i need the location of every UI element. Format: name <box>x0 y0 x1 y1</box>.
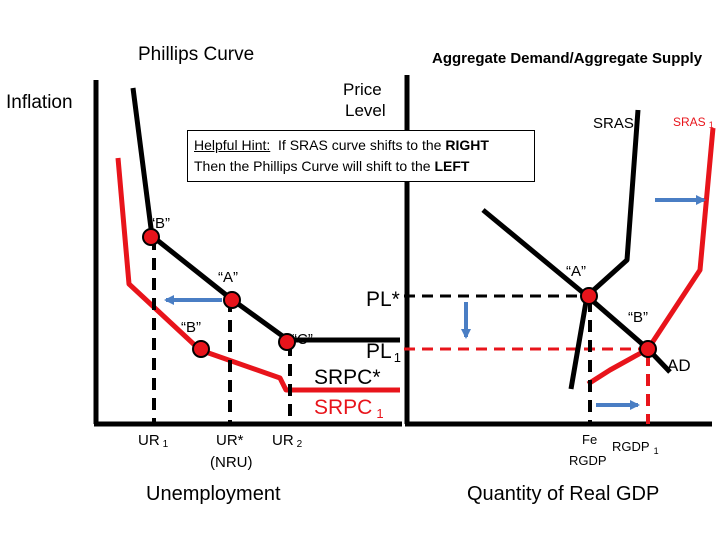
adas-title: Aggregate Demand/Aggregate Supply <box>432 50 703 67</box>
phillips-y-label: Inflation <box>6 92 73 113</box>
sras-label: SRAS <box>593 115 634 132</box>
ad-curve <box>481 208 672 374</box>
pl-star-label: PL* <box>366 288 400 311</box>
phillips-point-a <box>223 291 241 309</box>
ad-label: AD <box>667 356 691 375</box>
pl-1-label: PL 1 <box>366 340 401 365</box>
adas-point-a <box>580 287 598 305</box>
phillips-title: Phillips Curve <box>138 44 254 65</box>
srpc-star-label: SRPC* <box>314 366 381 389</box>
phillips-point-b-top <box>142 228 160 246</box>
phillips-point-c <box>278 333 296 351</box>
fe-tick-line1: Fe <box>582 432 597 447</box>
srpc-1-curve <box>115 157 400 393</box>
srpc-star-curve <box>130 87 400 343</box>
phillips-label-a: “A” <box>218 269 238 286</box>
nru-tick: (NRU) <box>210 454 253 471</box>
phillips-x-label: Unemployment <box>146 483 281 505</box>
phillips-label-b-top: “B” <box>150 215 170 232</box>
sras-1-label: SRAS 1 <box>673 115 714 130</box>
hint-line1-text: If SRAS curve shifts to the <box>270 137 446 153</box>
hint-line-2: Then the Phillips Curve will shift to th… <box>194 156 528 177</box>
adas-x-label: Quantity of Real GDP <box>467 483 659 505</box>
adas-y-label-line2: Level <box>345 101 386 120</box>
hint-left-word: LEFT <box>434 158 470 174</box>
rgdp1-tick: RGDP 1 <box>612 439 659 456</box>
hint-line-1: Helpful Hint: If SRAS curve shifts to th… <box>194 135 528 156</box>
adas-point-b <box>639 340 657 358</box>
hint-prefix: Helpful Hint: <box>194 137 271 153</box>
adas-label-a: “A” <box>566 263 586 280</box>
adas-y-label-line1: Price <box>343 80 382 99</box>
hint-right-word: RIGHT <box>445 137 489 153</box>
srpc-1-label: SRPC 1 <box>314 396 384 421</box>
sras-curve <box>568 109 641 390</box>
helpful-hint-box: Helpful Hint: If SRAS curve shifts to th… <box>187 130 535 182</box>
ur2-tick: UR 2 <box>272 432 303 450</box>
phillips-label-b-lower: “B” <box>181 319 201 336</box>
urstar-tick: UR* <box>216 432 244 449</box>
phillips-label-c: “C” <box>292 331 313 348</box>
ur1-tick: UR 1 <box>138 432 169 450</box>
phillips-point-b-lower <box>192 340 210 358</box>
hint-line2-text: Then the Phillips Curve will shift to th… <box>194 158 435 174</box>
adas-label-b: “B” <box>628 309 648 326</box>
fe-tick-line2: RGDP <box>569 453 607 468</box>
